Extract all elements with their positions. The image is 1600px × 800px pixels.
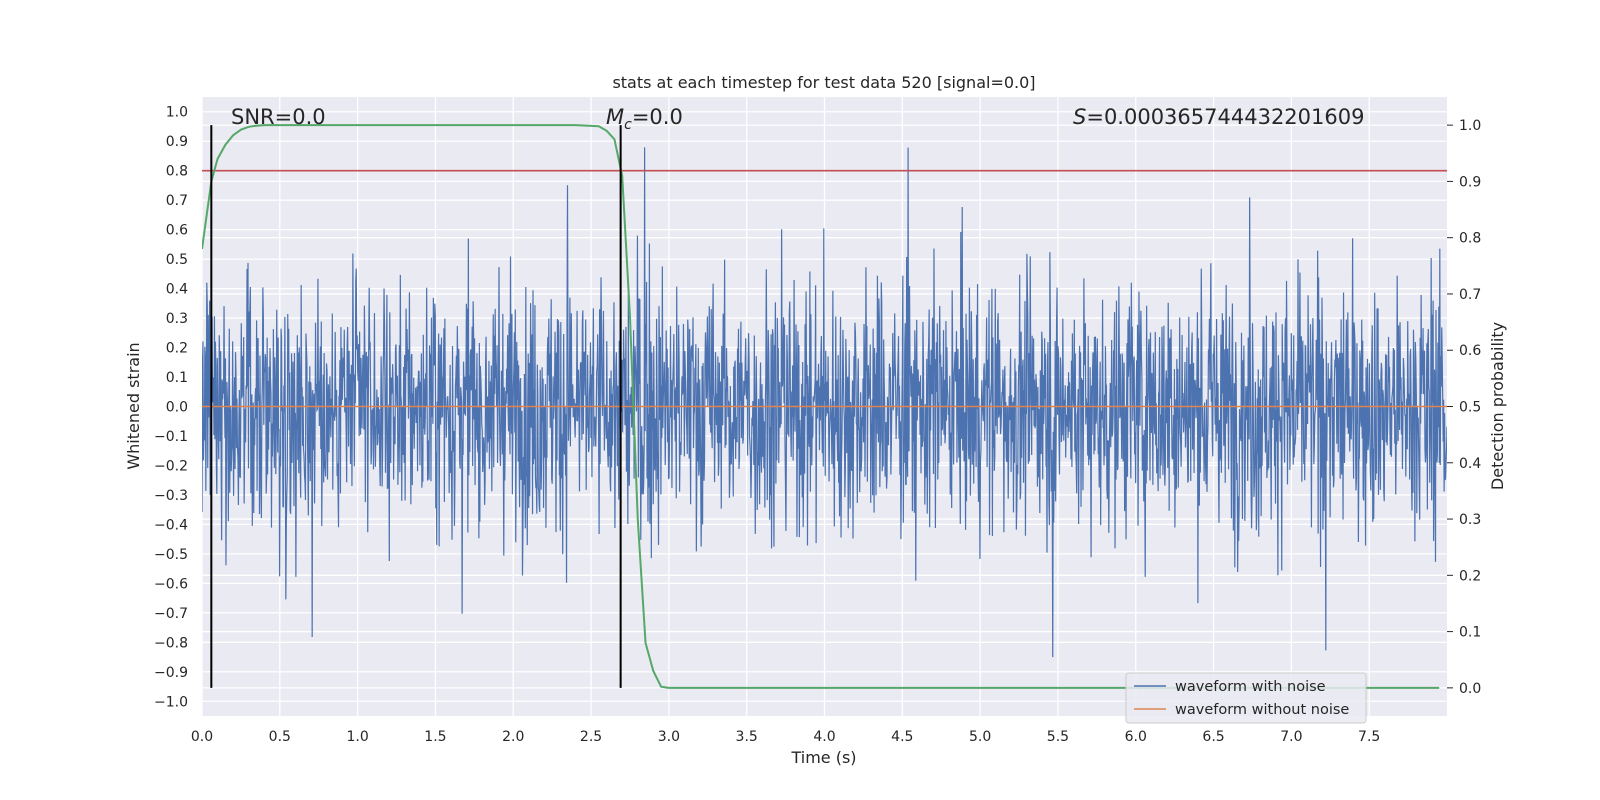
y-tick-label: −0.9	[154, 665, 188, 681]
y2-tick-label: 0.0	[1459, 681, 1481, 697]
y-tick-label: 0.4	[166, 282, 188, 298]
y-tick-label: −0.6	[154, 576, 188, 592]
y-tick-label: 0.2	[166, 341, 188, 357]
x-tick-label: 0.0	[191, 729, 213, 745]
score-annotation: S=0.000365744432201609	[1073, 105, 1364, 129]
x-tick-label: 0.5	[269, 729, 291, 745]
chirp-mass-annotation: Mc=0.0	[606, 105, 683, 133]
y-tick-label: −0.5	[154, 547, 188, 563]
legend-label-noise: waveform with noise	[1175, 679, 1326, 695]
x-tick-label: 1.5	[424, 729, 446, 745]
snr-annotation: SNR=0.0	[231, 105, 326, 129]
x-tick-label: 2.5	[580, 729, 602, 745]
y2-tick-label: 0.4	[1459, 456, 1481, 472]
x-tick-label: 4.0	[813, 729, 835, 745]
y2-tick-label: 1.0	[1459, 118, 1481, 134]
y-axis-label: Whitened strain	[124, 342, 143, 469]
score-symbol: S	[1073, 105, 1086, 129]
y-tick-label: −0.1	[154, 429, 188, 445]
data-layer	[202, 124, 1447, 689]
y2-tick-label: 0.8	[1459, 231, 1481, 247]
series-detection-probability	[202, 124, 1440, 689]
x-tick-label: 7.0	[1280, 729, 1302, 745]
y2-tick-label: 0.1	[1459, 625, 1481, 641]
y-tick-label: 0.1	[166, 370, 188, 386]
y-tick-label: 1.0	[166, 105, 188, 121]
y-tick-label: −0.3	[154, 488, 188, 504]
y-tick-label: −1.0	[154, 694, 188, 710]
x-tick-label: 5.0	[969, 729, 991, 745]
x-tick-label: 3.5	[736, 729, 758, 745]
y-tick-label: −0.2	[154, 458, 188, 474]
y-tick-label: 0.5	[166, 252, 188, 268]
chirp-mass-symbol: M	[606, 105, 624, 129]
score-value: =0.000365744432201609	[1086, 105, 1364, 129]
x-tick-label: 3.0	[658, 729, 680, 745]
legend: waveform with noise waveform without noi…	[1125, 672, 1367, 724]
x-tick-label: 6.0	[1125, 729, 1147, 745]
y-tick-label: 0.6	[166, 223, 188, 239]
chirp-mass-value: =0.0	[632, 105, 683, 129]
y2-tick-label: 0.3	[1459, 512, 1481, 528]
x-tick-label: 2.0	[502, 729, 524, 745]
tick-labels: 0.0 0.5 1.0 1.5 2.0 2.5 3.0 3.5 4.0 4.5 5.0 5.5 6.0 6…	[154, 105, 1481, 745]
y2-tick-label: 0.2	[1459, 568, 1481, 584]
chart-title: stats at each timestep for test data 520…	[612, 73, 1035, 92]
legend-box	[1125, 672, 1367, 724]
chirp-mass-subscript: c	[624, 117, 632, 133]
y-tick-label: −0.7	[154, 606, 188, 622]
x-tick-label: 4.5	[891, 729, 913, 745]
x-axis-label: Time (s)	[790, 748, 856, 767]
y-tick-label: 0.3	[166, 311, 188, 327]
x-tick-label: 5.5	[1047, 729, 1069, 745]
legend-label-clean: waveform without noise	[1175, 702, 1349, 718]
series-waveform-with-noise	[202, 147, 1447, 658]
y2-axis-label: Detection probability	[1488, 322, 1507, 490]
y2-tick-label: 0.7	[1459, 287, 1481, 303]
x-tick-label: 6.5	[1202, 729, 1224, 745]
y-tick-label: 0.9	[166, 134, 188, 150]
y-tick-label: −0.8	[154, 635, 188, 651]
y-tick-label: 0.0	[166, 400, 188, 416]
y-tick-label: 0.7	[166, 193, 188, 209]
y2-tick-label: 0.5	[1459, 400, 1481, 416]
x-tick-label: 7.5	[1358, 729, 1380, 745]
y2-tick-label: 0.6	[1459, 343, 1481, 359]
y-tick-label: −0.4	[154, 517, 188, 533]
x-tick-label: 1.0	[346, 729, 368, 745]
y-tick-label: 0.8	[166, 164, 188, 180]
y2-tick-label: 0.9	[1459, 174, 1481, 190]
